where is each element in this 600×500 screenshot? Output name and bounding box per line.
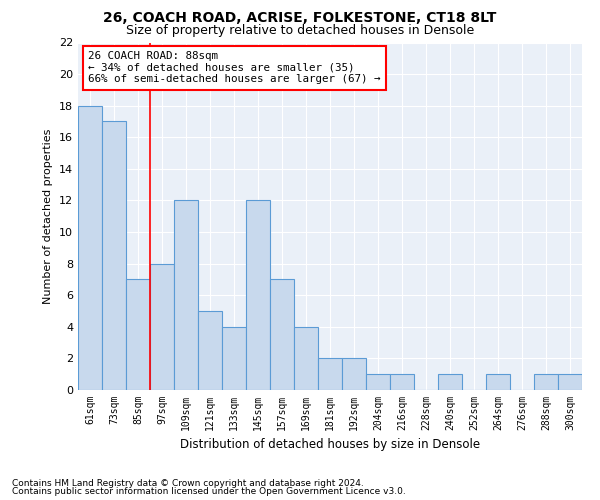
Text: Contains public sector information licensed under the Open Government Licence v3: Contains public sector information licen… <box>12 487 406 496</box>
X-axis label: Distribution of detached houses by size in Densole: Distribution of detached houses by size … <box>180 438 480 452</box>
Bar <box>438 374 462 390</box>
Bar <box>486 374 510 390</box>
Bar <box>102 122 126 390</box>
Bar <box>78 106 102 390</box>
Bar <box>222 327 246 390</box>
Text: 26, COACH ROAD, ACRISE, FOLKESTONE, CT18 8LT: 26, COACH ROAD, ACRISE, FOLKESTONE, CT18… <box>103 11 497 25</box>
Text: Contains HM Land Registry data © Crown copyright and database right 2024.: Contains HM Land Registry data © Crown c… <box>12 478 364 488</box>
Bar <box>318 358 342 390</box>
Bar <box>174 200 198 390</box>
Text: Size of property relative to detached houses in Densole: Size of property relative to detached ho… <box>126 24 474 37</box>
Bar <box>150 264 174 390</box>
Bar <box>198 311 222 390</box>
Bar <box>558 374 582 390</box>
Bar <box>294 327 318 390</box>
Bar <box>342 358 366 390</box>
Bar <box>126 280 150 390</box>
Bar <box>534 374 558 390</box>
Bar <box>390 374 414 390</box>
Y-axis label: Number of detached properties: Number of detached properties <box>43 128 53 304</box>
Bar <box>246 200 270 390</box>
Bar <box>270 280 294 390</box>
Bar <box>366 374 390 390</box>
Text: 26 COACH ROAD: 88sqm
← 34% of detached houses are smaller (35)
66% of semi-detac: 26 COACH ROAD: 88sqm ← 34% of detached h… <box>88 51 380 84</box>
